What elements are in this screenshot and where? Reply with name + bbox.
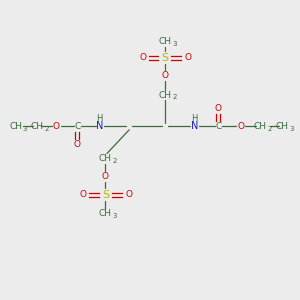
- Text: O: O: [74, 140, 81, 148]
- Text: 3: 3: [113, 213, 117, 219]
- Text: C: C: [74, 122, 80, 131]
- Text: O: O: [161, 71, 168, 80]
- Text: O: O: [80, 190, 87, 199]
- Text: O: O: [102, 172, 109, 181]
- Text: O: O: [215, 104, 222, 113]
- Text: CH: CH: [99, 154, 112, 164]
- Text: O: O: [237, 122, 244, 131]
- Text: CH: CH: [254, 122, 266, 131]
- Text: CH: CH: [158, 37, 171, 46]
- Text: 2: 2: [172, 94, 177, 100]
- Text: CH: CH: [99, 209, 112, 218]
- Text: 2: 2: [267, 126, 272, 132]
- Text: 3: 3: [23, 126, 27, 132]
- Text: CH: CH: [31, 122, 44, 131]
- Text: 2: 2: [113, 158, 117, 164]
- Text: S: S: [161, 53, 168, 63]
- Text: O: O: [184, 53, 191, 62]
- Text: O: O: [139, 53, 146, 62]
- Text: N: N: [191, 121, 198, 131]
- Text: CH: CH: [9, 122, 22, 131]
- Text: O: O: [125, 190, 132, 199]
- Text: CH: CH: [158, 91, 171, 100]
- Text: S: S: [102, 190, 109, 200]
- Text: 3: 3: [172, 41, 177, 47]
- Text: 2: 2: [44, 126, 49, 132]
- Text: C: C: [215, 122, 221, 131]
- Text: N: N: [96, 121, 103, 131]
- Text: H: H: [96, 114, 103, 123]
- Text: CH: CH: [276, 122, 289, 131]
- Text: O: O: [53, 122, 60, 131]
- Text: H: H: [191, 114, 198, 123]
- Text: 3: 3: [290, 126, 294, 132]
